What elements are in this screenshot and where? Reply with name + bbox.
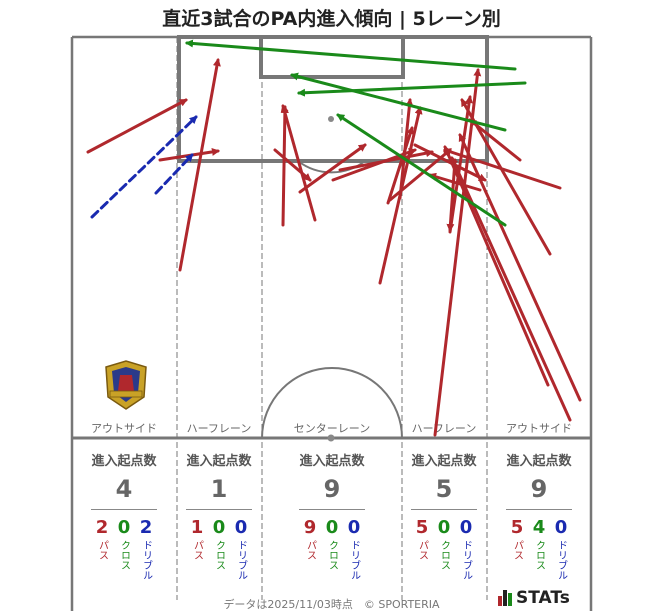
pass-label: パス xyxy=(96,540,108,560)
dribble-label: ドリブル xyxy=(140,540,152,580)
pass-arrow xyxy=(280,104,317,222)
dribble-count: 0 xyxy=(459,517,473,538)
pass-arrow xyxy=(468,118,522,162)
pass-arrow xyxy=(450,156,572,422)
data-footer: データは2025/11/03時点 © SPORTERIA xyxy=(223,598,440,611)
pass-count: 5 xyxy=(415,517,429,538)
entry-total: 9 xyxy=(530,475,548,503)
pass-arrow xyxy=(443,145,550,387)
pass-arrow xyxy=(446,158,457,232)
club-crest-icon xyxy=(105,360,147,410)
dribble-label: ドリブル xyxy=(348,540,360,580)
stat-heading: 進入起点数 xyxy=(299,454,365,469)
pass-arrow xyxy=(178,58,221,272)
lane-stats-center: 進入起点数 9 9 パス 0 クロス 0 ドリブル xyxy=(292,450,372,580)
cross-arrow xyxy=(290,72,507,132)
pass-arrow xyxy=(398,98,414,200)
dribble-arrow xyxy=(154,153,194,195)
dribble-label: ドリブル xyxy=(555,540,567,580)
dribble-arrow xyxy=(90,115,198,219)
goal-area xyxy=(259,35,405,79)
pass-label: パス xyxy=(191,540,203,560)
cross-arrow xyxy=(185,39,517,71)
stat-heading: 進入起点数 xyxy=(411,454,477,469)
cross-label: クロス xyxy=(326,540,338,570)
pass-arrow xyxy=(280,105,289,227)
brand-logo: STATs xyxy=(498,588,570,608)
dribble-label: ドリブル xyxy=(235,540,247,580)
cross-count: 4 xyxy=(532,517,546,538)
pass-count: 2 xyxy=(95,517,109,538)
entry-arrows xyxy=(86,39,582,437)
pass-label: パス xyxy=(511,540,523,560)
cross-label: クロス xyxy=(118,540,130,570)
lane-label-outside-right: アウトサイド xyxy=(506,422,572,435)
brand-text: STATs xyxy=(516,588,570,608)
lane-label-halfspace-right: ハーフレーン xyxy=(412,422,477,435)
pass-count: 5 xyxy=(510,517,524,538)
lane-stats-outside-right: 進入起点数 9 5 パス 4 クロス 0 ドリブル xyxy=(499,450,579,580)
dribble-count: 0 xyxy=(347,517,361,538)
lane-stats-halfspace-right: 進入起点数 5 5 パス 0 クロス 0 ドリブル xyxy=(404,450,484,580)
stat-heading: 進入起点数 xyxy=(186,454,252,469)
pass-arrow xyxy=(273,148,312,182)
dribble-label: ドリブル xyxy=(460,540,472,580)
pass-label: パス xyxy=(416,540,428,560)
cross-count: 0 xyxy=(437,517,451,538)
stat-heading: 進入起点数 xyxy=(506,454,572,469)
lane-label-center: センターレーン xyxy=(294,422,370,435)
cross-count: 0 xyxy=(117,517,131,538)
cross-label: クロス xyxy=(213,540,225,570)
lane-stats-outside-left: 進入起点数 4 2 パス 0 クロス 2 ドリブル xyxy=(84,450,164,580)
pass-arrow xyxy=(386,126,414,205)
dribble-count: 2 xyxy=(139,517,153,538)
entry-total: 5 xyxy=(435,475,453,503)
dribble-count: 0 xyxy=(554,517,568,538)
pass-arrow xyxy=(298,143,367,194)
pass-count: 9 xyxy=(303,517,317,538)
cross-count: 0 xyxy=(325,517,339,538)
entry-total: 1 xyxy=(210,475,228,503)
lane-label-halfspace-left: ハーフレーン xyxy=(187,422,252,435)
cross-label: クロス xyxy=(438,540,450,570)
center-circle xyxy=(261,367,403,439)
pass-label: パス xyxy=(304,540,316,560)
chart-title: 直近3試合のPA内進入傾向 | 5レーン別 xyxy=(162,8,501,30)
stat-heading: 進入起点数 xyxy=(91,454,157,469)
dribble-count: 0 xyxy=(234,517,248,538)
pass-arrow xyxy=(428,172,482,192)
cross-label: クロス xyxy=(533,540,545,570)
center-spot xyxy=(327,434,335,442)
pass-arrow xyxy=(433,68,482,437)
lane-label-outside-left: アウトサイド xyxy=(91,422,157,435)
pass-arrow xyxy=(338,149,434,172)
entry-total: 4 xyxy=(115,475,133,503)
cross-arrow xyxy=(297,81,527,97)
pass-count: 1 xyxy=(190,517,204,538)
stats-logo-icon xyxy=(498,590,512,606)
penalty-spot xyxy=(328,116,334,122)
pass-arrow xyxy=(413,143,487,182)
cross-arrow xyxy=(336,113,507,227)
lane-stats-halfspace-left: 進入起点数 1 1 パス 0 クロス 0 ドリブル xyxy=(179,450,259,580)
entry-total: 9 xyxy=(323,475,341,503)
cross-count: 0 xyxy=(212,517,226,538)
pass-arrow xyxy=(86,98,188,154)
